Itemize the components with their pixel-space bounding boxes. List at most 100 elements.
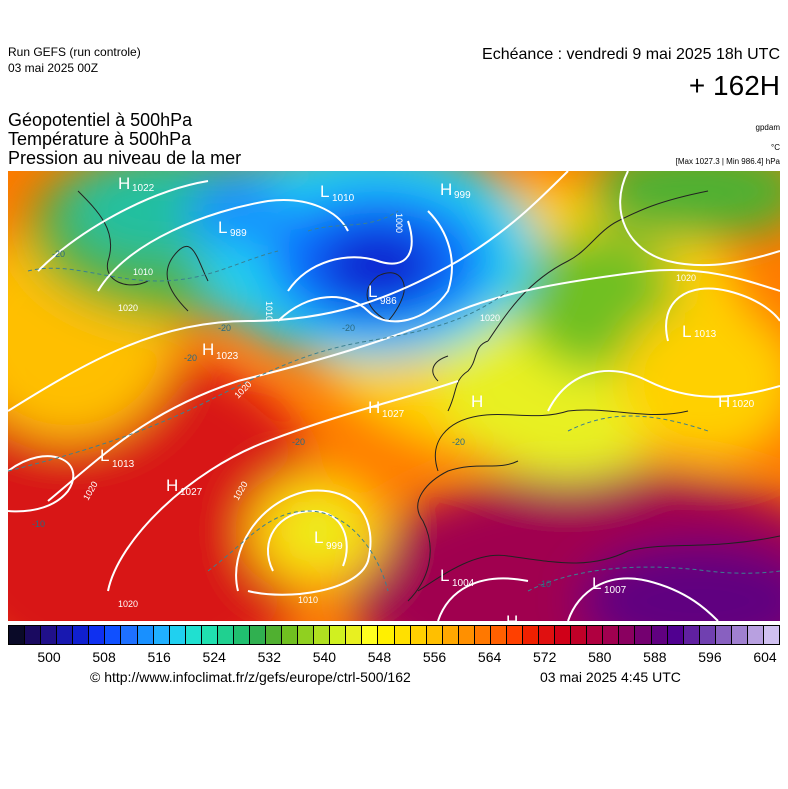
- isobar-label: 1010: [298, 595, 318, 605]
- colorbar-tick-label: 508: [92, 649, 116, 665]
- colorbar-swatch: [57, 626, 74, 644]
- colorbar-swatch: [314, 626, 331, 644]
- colorbar-tick-label: 500: [37, 649, 61, 665]
- pressure-center: H: [506, 612, 518, 621]
- colorbar-swatch: [587, 626, 604, 644]
- colorbar-swatch: [555, 626, 572, 644]
- pressure-value: 1010: [332, 193, 355, 204]
- colorbar-tick-label: 524: [202, 649, 226, 665]
- colorbar-swatch: [394, 626, 411, 644]
- colorbar-swatch: [25, 626, 42, 644]
- pressure-value: 1023: [216, 351, 239, 362]
- colorbar-swatch: [539, 626, 556, 644]
- pressure-center: L: [218, 218, 227, 237]
- temperature-isotherms: [8, 210, 780, 592]
- pressure-value: 1013: [694, 329, 717, 340]
- pressure-center: H: [118, 174, 130, 193]
- pressure-center: H: [718, 392, 730, 411]
- colorbar-tick-label: 572: [533, 649, 557, 665]
- coastlines: [77, 190, 780, 602]
- pressure-value: 1020: [732, 399, 755, 410]
- colorbar-swatch: [9, 626, 26, 644]
- colorbar-swatch: [298, 626, 315, 644]
- isobars: [8, 171, 780, 621]
- pressure-center: L: [314, 528, 323, 547]
- colorbar-swatch: [763, 626, 779, 644]
- pressure-center: H: [202, 340, 214, 359]
- colorbar-swatch: [442, 626, 459, 644]
- colorbar-swatch: [747, 626, 764, 644]
- pressure-center: H: [166, 476, 178, 495]
- lead-time: + 162H: [688, 70, 780, 101]
- unit-gpdam: gpdam: [755, 123, 780, 132]
- isotherm-label: -20: [52, 249, 65, 259]
- colorbar-tick-label: 604: [753, 649, 777, 665]
- source-credit[interactable]: © http://www.infoclimat.fr/z/gefs/europe…: [90, 669, 411, 685]
- colorbar-swatch: [362, 626, 379, 644]
- colorbar-swatch: [474, 626, 491, 644]
- run-name: Run GEFS (run controle): [8, 45, 141, 59]
- colorbar-swatch: [249, 626, 266, 644]
- pressure-value: 1022: [132, 183, 155, 194]
- colorbar-swatch: [378, 626, 395, 644]
- colorbar-swatch: [715, 626, 732, 644]
- pressure-center: L: [368, 282, 377, 301]
- colorbar-swatch: [458, 626, 475, 644]
- colorbar-swatch: [185, 626, 202, 644]
- isobar-label: 1020: [118, 303, 138, 313]
- field-temperature: Température à 500hPa: [8, 129, 192, 149]
- colorbar-tick-label: 580: [588, 649, 612, 665]
- colorbar-swatch: [169, 626, 186, 644]
- pressure-center: L: [592, 574, 601, 593]
- isotherm-label: -20: [452, 437, 465, 447]
- colorbar-swatch: [635, 626, 652, 644]
- pressure-value: 1027: [382, 409, 405, 420]
- colorbar-tick-label: 548: [367, 649, 392, 665]
- field-mslp: Pression au niveau de la mer: [8, 148, 242, 168]
- colorbar-swatch: [506, 626, 523, 644]
- colorbar-swatch: [233, 626, 250, 644]
- isotherm-label: -20: [292, 437, 305, 447]
- weather-map: H 1022 L 989 L 1010 H 999 L 986 H 1023 H…: [8, 171, 780, 621]
- isotherm-label: -20: [184, 353, 197, 363]
- isotherm-label: -20: [218, 323, 231, 333]
- colorbar-swatch: [651, 626, 668, 644]
- colorbar-swatch: [619, 626, 636, 644]
- unit-degc: °C: [771, 143, 780, 152]
- isobar-label: 1000: [394, 213, 404, 233]
- pressure-center: H: [368, 398, 380, 417]
- colorbar-tick-label: 564: [477, 649, 502, 665]
- colorbar-swatch: [410, 626, 427, 644]
- field-geopotential: Géopotentiel à 500hPa: [8, 110, 193, 130]
- pressure-value: 1027: [180, 487, 203, 498]
- run-date: 03 mai 2025 00Z: [8, 61, 99, 75]
- colorbar-swatch: [105, 626, 122, 644]
- colorbar-swatch: [603, 626, 620, 644]
- colorbar-swatch: [137, 626, 154, 644]
- pressure-value: 1004: [452, 578, 475, 589]
- colorbar-swatch: [667, 626, 684, 644]
- colorbar-swatch: [153, 626, 170, 644]
- geopotential-colorbar: [8, 625, 780, 645]
- colorbar-swatch: [683, 626, 700, 644]
- pressure-center: L: [320, 182, 329, 201]
- isotherm-label: -10: [538, 579, 551, 589]
- colorbar-swatch: [41, 626, 58, 644]
- colorbar-tick-label: 516: [147, 649, 171, 665]
- isobar-label: 1010: [133, 267, 153, 277]
- colorbar-swatch: [266, 626, 283, 644]
- isobar-label: 1020: [480, 313, 500, 323]
- pressure-value: 989: [230, 228, 247, 239]
- isotherm-label: -10: [32, 519, 45, 529]
- colorbar-swatch: [89, 626, 106, 644]
- colorbar-tick-label: 532: [257, 649, 281, 665]
- colorbar-swatch: [121, 626, 138, 644]
- pressure-centers: H 1022 L 989 L 1010 H 999 L 986 H 1023 H…: [100, 174, 755, 621]
- isobar-label: 1020: [676, 273, 696, 283]
- pressure-value: 999: [326, 541, 343, 552]
- colorbar-swatch: [426, 626, 443, 644]
- pressure-center: H: [471, 392, 483, 411]
- issue-date: 03 mai 2025 4:45 UTC: [540, 669, 681, 685]
- colorbar-tick-label: 596: [698, 649, 722, 665]
- colorbar-swatch: [731, 626, 748, 644]
